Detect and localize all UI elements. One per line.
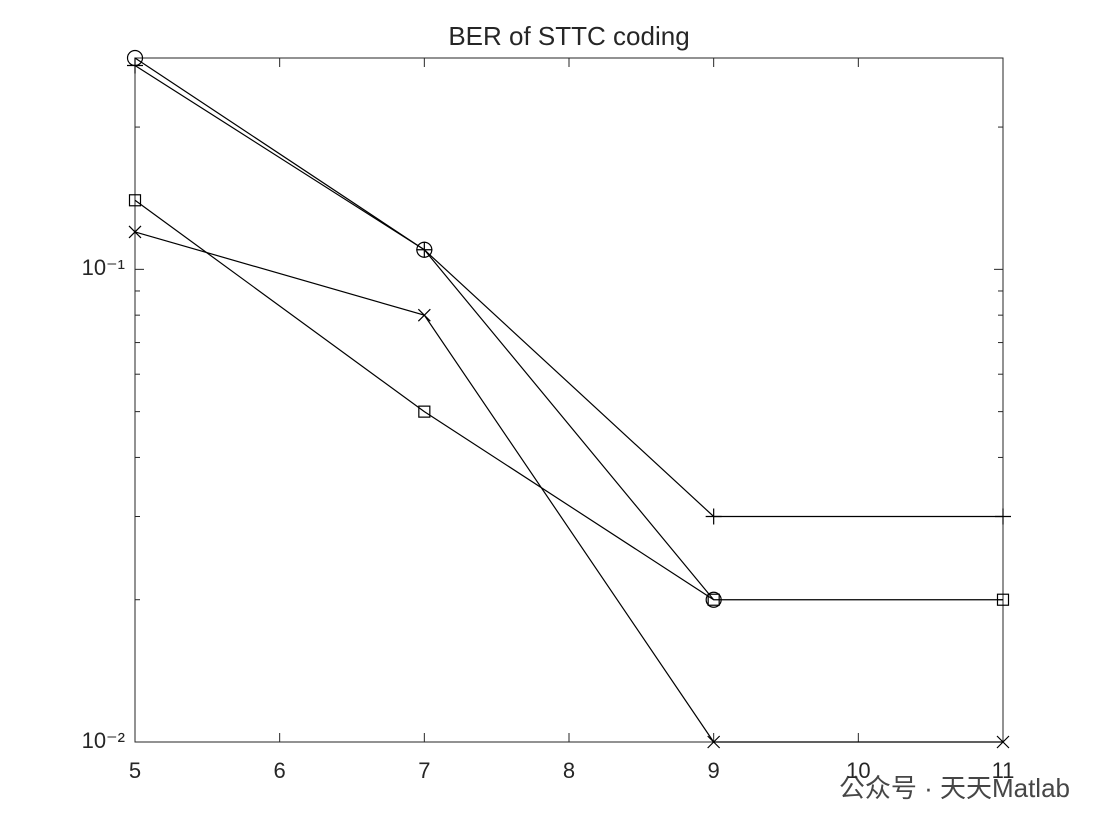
marker <box>418 405 431 418</box>
marker <box>128 194 142 207</box>
marker <box>996 593 1010 606</box>
x-tick-label: 5 <box>129 758 141 783</box>
y-tick-label: 10⁻² <box>82 728 125 753</box>
x-tick-label: 7 <box>418 758 430 783</box>
series-line <box>134 64 1003 518</box>
series-line <box>134 231 1003 743</box>
marker <box>705 508 722 525</box>
marker <box>996 735 1010 749</box>
marker <box>995 508 1011 525</box>
chart-title: BER of STTC coding <box>448 21 689 51</box>
series-line <box>134 199 1003 601</box>
marker <box>707 735 721 749</box>
marker <box>127 57 143 74</box>
x-tick-label: 6 <box>274 758 286 783</box>
x-tick-label: 9 <box>708 758 720 783</box>
x-tick-label: 10 <box>846 758 870 783</box>
x-tick-label: 8 <box>563 758 575 783</box>
marker <box>707 593 720 606</box>
marker <box>128 225 142 239</box>
y-tick-label: 10⁻¹ <box>82 255 125 280</box>
marker <box>416 241 433 258</box>
marker <box>417 308 431 322</box>
x-tick-label: 11 <box>992 758 1015 783</box>
watermark: 公众号 · 天天Matlab <box>839 773 1070 803</box>
